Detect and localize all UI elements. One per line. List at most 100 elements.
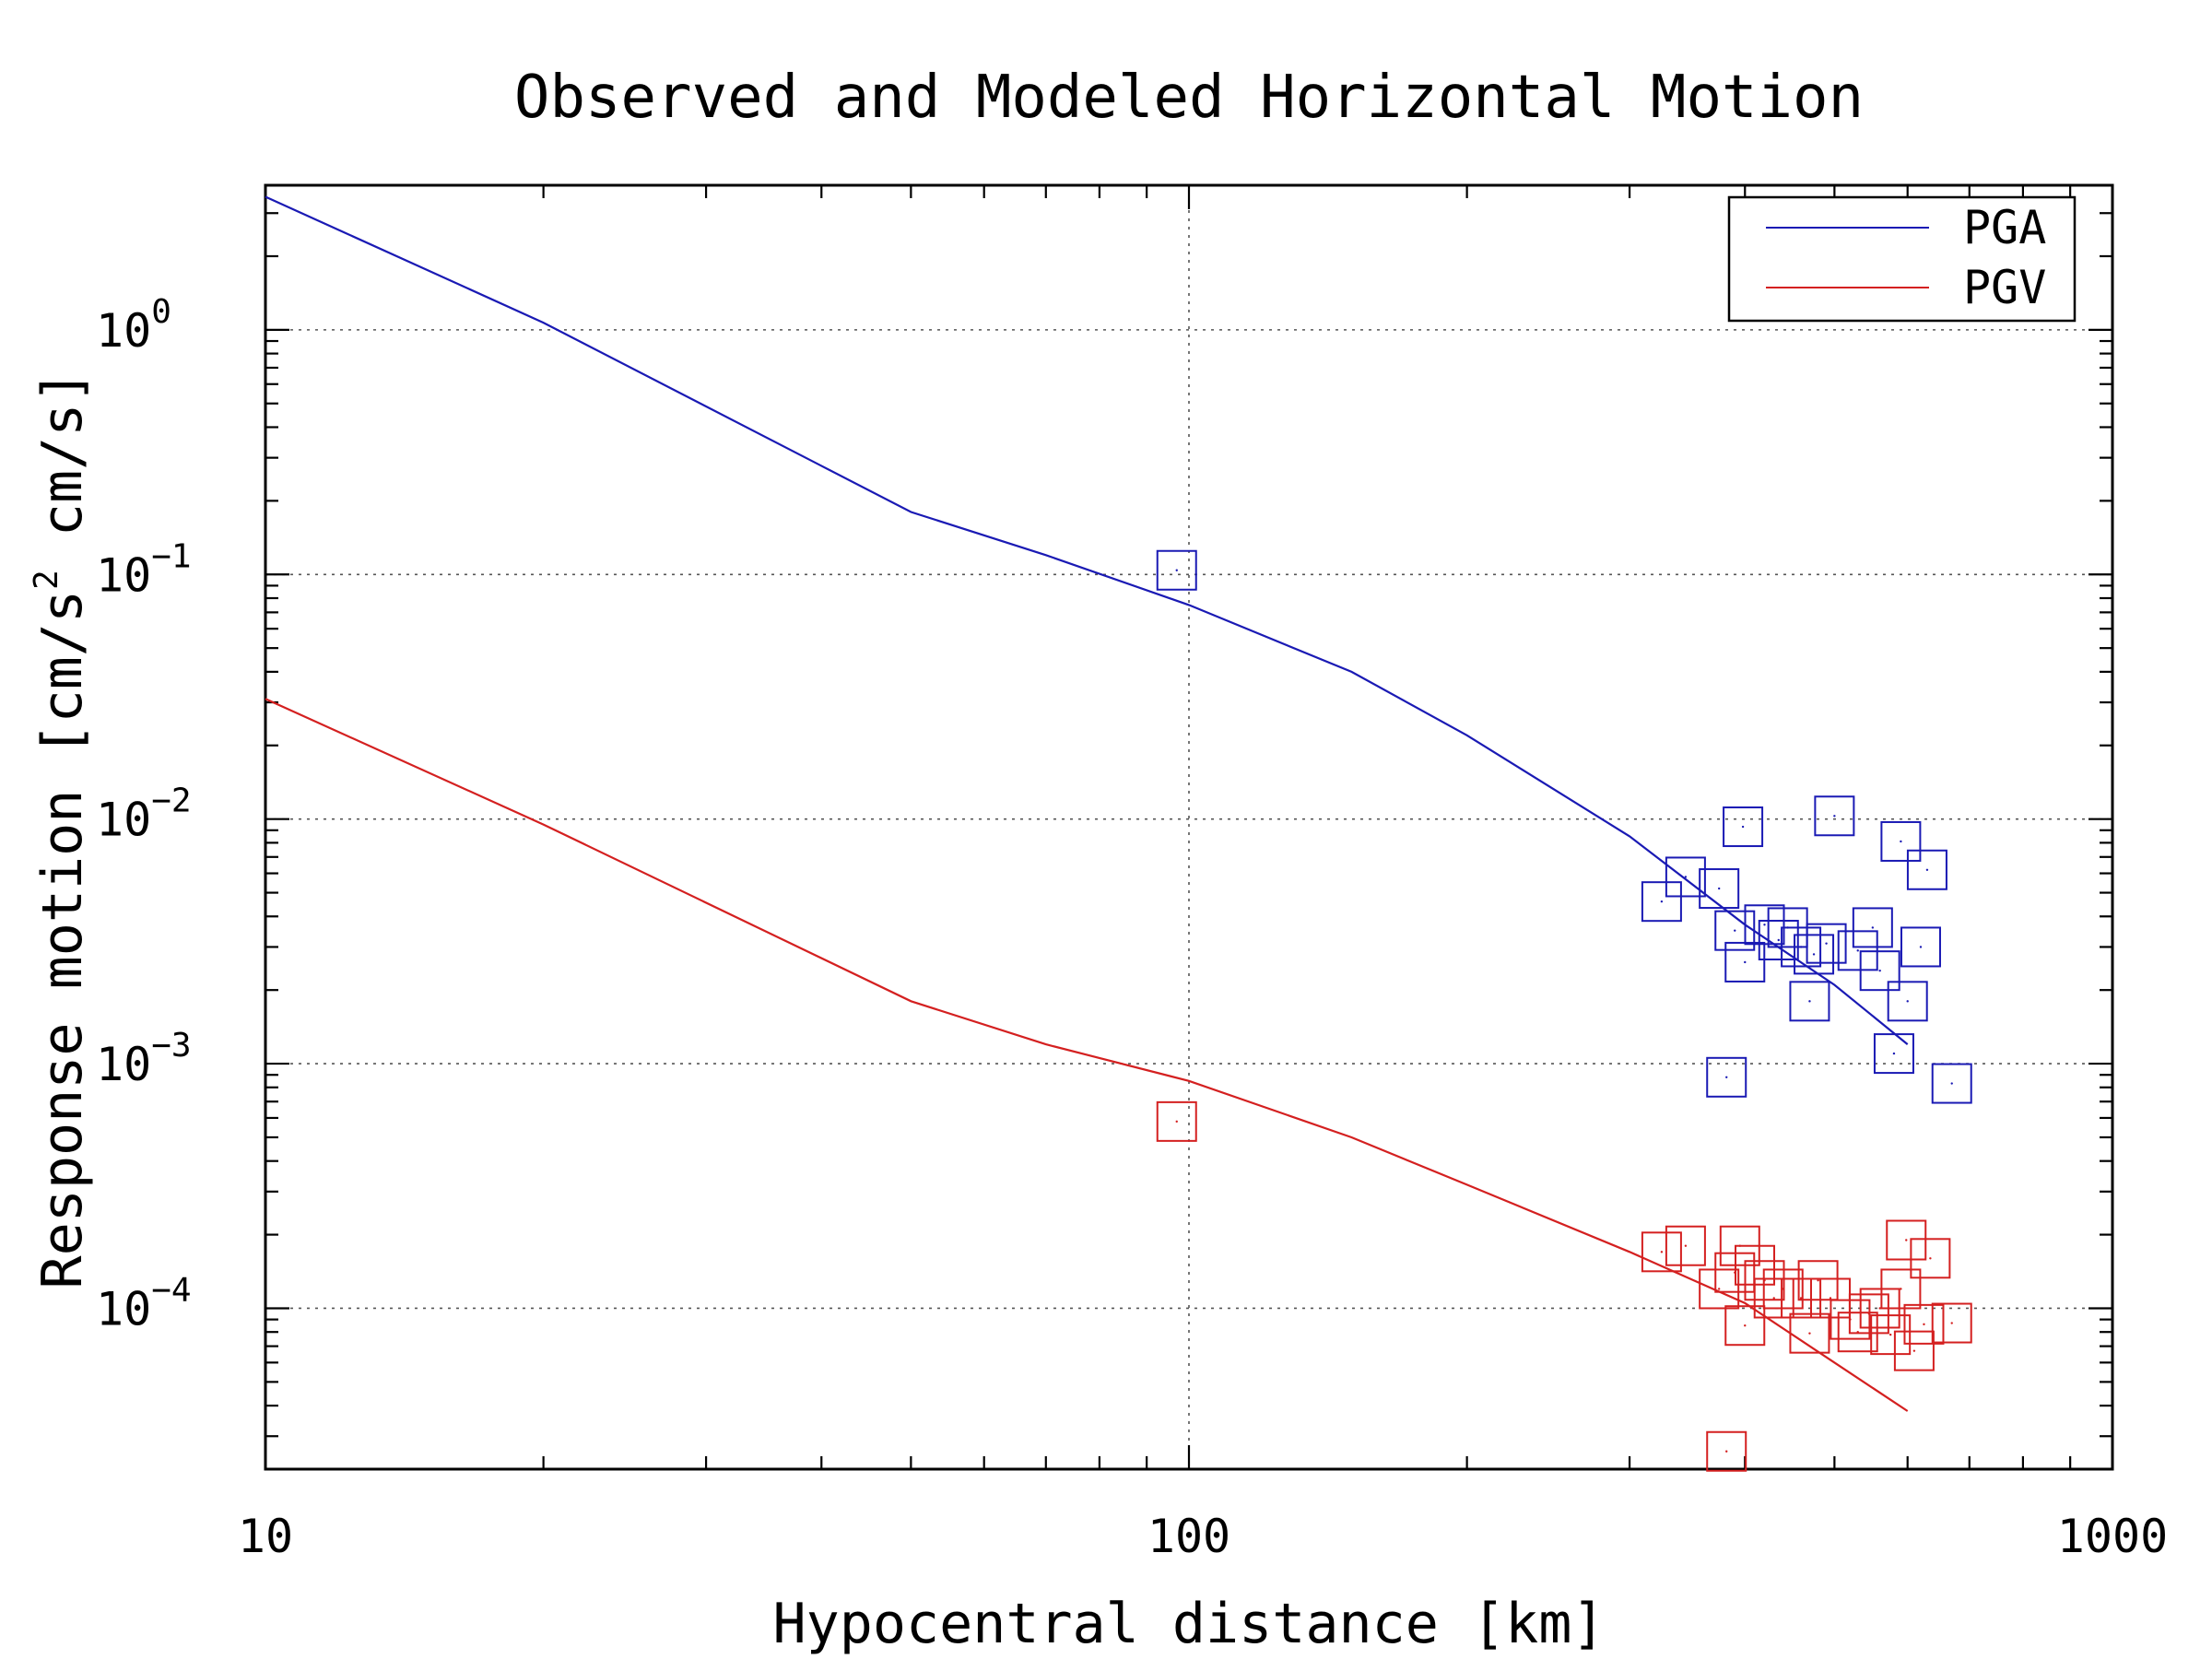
data-point-pgv: [1870, 1314, 1912, 1356]
legend: PGA PGV: [1727, 195, 2077, 323]
data-point-center-pga: [1175, 569, 1178, 571]
data-point-center-pga: [1660, 900, 1664, 903]
grid: [265, 185, 2112, 1469]
data-point-pga: [1814, 795, 1855, 837]
data-point-center-pga: [1892, 1052, 1896, 1055]
legend-label-pga: PGA: [1963, 201, 2046, 254]
data-point-center-pgv: [1829, 1297, 1832, 1300]
y-tick-label: 100: [96, 293, 171, 358]
data-point-center-pgv: [1929, 1257, 1932, 1260]
data-point-center-pga: [1906, 1000, 1909, 1003]
data-point-pga: [1714, 910, 1756, 951]
data-point-center-pga: [1744, 960, 1747, 964]
y-axis-label: Response motion [cm/s2 cm/s]: [28, 370, 95, 1288]
data-point-pgv: [1706, 1430, 1747, 1472]
data-point-pga: [1758, 920, 1799, 961]
data-point-pga: [1641, 881, 1682, 923]
data-point-pgv: [1699, 1268, 1740, 1310]
y-tick-label-base: 10: [96, 794, 151, 847]
y-tick-label: 10−4: [96, 1271, 192, 1335]
data-point-pga: [1900, 926, 1941, 968]
data-point-center-pgv: [1923, 1323, 1925, 1326]
data-point-pga: [1873, 1033, 1914, 1075]
data-point-center-pgv: [1744, 1324, 1747, 1327]
y-tick-label: 10−2: [96, 782, 192, 847]
y-tick-label-exponent: −4: [151, 1271, 191, 1309]
data-point-pga: [1699, 868, 1740, 910]
data-point-center-pgv: [1772, 1297, 1775, 1300]
data-point-center-pgv: [1878, 1307, 1881, 1310]
data-point-pga: [1887, 981, 1928, 1022]
data-point-center-pga: [1878, 969, 1881, 972]
data-point-center-pgv: [1799, 1297, 1803, 1300]
data-point-center-pga: [1833, 815, 1836, 818]
data-point-pgv: [1837, 1312, 1878, 1353]
data-point-pgv: [1762, 1268, 1804, 1310]
data-point-center-pga: [1734, 929, 1736, 932]
x-tick-label: 1000: [2057, 1510, 2168, 1563]
data-point-center-pga: [1799, 946, 1803, 948]
data-point-pgv: [1641, 1231, 1682, 1273]
x-tick-label: 100: [1147, 1510, 1230, 1563]
data-point-center-pga: [1741, 825, 1745, 829]
series-line-pga: [265, 195, 1909, 1045]
data-point-pgv: [1848, 1293, 1889, 1335]
data-point-pgv: [1789, 1312, 1830, 1354]
y-tick-label: 10−1: [96, 537, 192, 602]
legend-label-pgv: PGV: [1963, 261, 2046, 314]
data-point-center-pga: [1871, 926, 1875, 929]
data-point-pga: [1806, 923, 1847, 964]
data-point-pgv: [1880, 1268, 1922, 1310]
data-point-pgv: [1931, 1302, 1972, 1344]
data-point-pga: [1906, 849, 1947, 890]
data-point-center-pgv: [1717, 1288, 1721, 1290]
y-axis-label-part-1: Response motion [cm/s: [30, 590, 95, 1289]
y-tick-label-exponent: 0: [151, 293, 171, 331]
data-point-center-pga: [1812, 953, 1816, 956]
data-point-pgv: [1797, 1260, 1839, 1301]
x-axis-label: Hypocentral distance [km]: [772, 1592, 1605, 1656]
data-point-center-pgv: [1725, 1450, 1728, 1453]
data-point-center-pga: [1777, 938, 1780, 942]
data-point-pgv: [1903, 1303, 1945, 1345]
data-point-pga: [1781, 926, 1822, 968]
data-point-pga: [1723, 806, 1764, 848]
data-point-pgv: [1753, 1277, 1794, 1319]
data-point-pgv: [1781, 1277, 1822, 1319]
data-point-center-pga: [1808, 1000, 1811, 1003]
data-point-pga: [1880, 820, 1922, 862]
data-point-center-pgv: [1660, 1251, 1664, 1253]
data-point-center-pga: [1919, 946, 1923, 948]
data-point-pgv: [1893, 1330, 1935, 1371]
legend-box: [1727, 195, 2077, 323]
data-point-center-pga: [1725, 1076, 1728, 1079]
y-tick-label-base: 10: [96, 1038, 151, 1091]
data-point-pgv: [1665, 1225, 1706, 1266]
y-tick-label-base: 10: [96, 1282, 151, 1335]
data-point-center-pgv: [1817, 1279, 1819, 1282]
data-point-center-pgv: [1905, 1239, 1908, 1241]
data-point-pgv: [1724, 1305, 1766, 1347]
data-point-center-pgv: [1753, 1264, 1757, 1266]
data-point-center-pgv: [1867, 1312, 1871, 1315]
y-tick-label: 10−3: [96, 1027, 192, 1091]
data-point-center-pgv: [1782, 1288, 1784, 1290]
data-point-pgv: [1886, 1219, 1927, 1261]
y-tick-label-exponent: −1: [151, 537, 191, 575]
data-point-pga: [1794, 934, 1835, 975]
data-point-pga: [1789, 981, 1830, 1022]
series-layer: [265, 195, 1972, 1472]
data-point-center-pgv: [1808, 1332, 1811, 1335]
x-tick-label: 10: [238, 1510, 293, 1563]
y-tick-label-base: 10: [96, 548, 151, 602]
data-point-center-pga: [1763, 924, 1766, 926]
data-point-pgv: [1910, 1238, 1951, 1279]
data-point-center-pgv: [1950, 1322, 1953, 1324]
data-point-pga: [1156, 549, 1197, 591]
data-point-pga: [1931, 1063, 1972, 1104]
y-axis-label-exponent: 2: [28, 570, 65, 590]
data-point-pgv: [1156, 1100, 1197, 1142]
data-point-center-pgv: [1912, 1349, 1916, 1352]
